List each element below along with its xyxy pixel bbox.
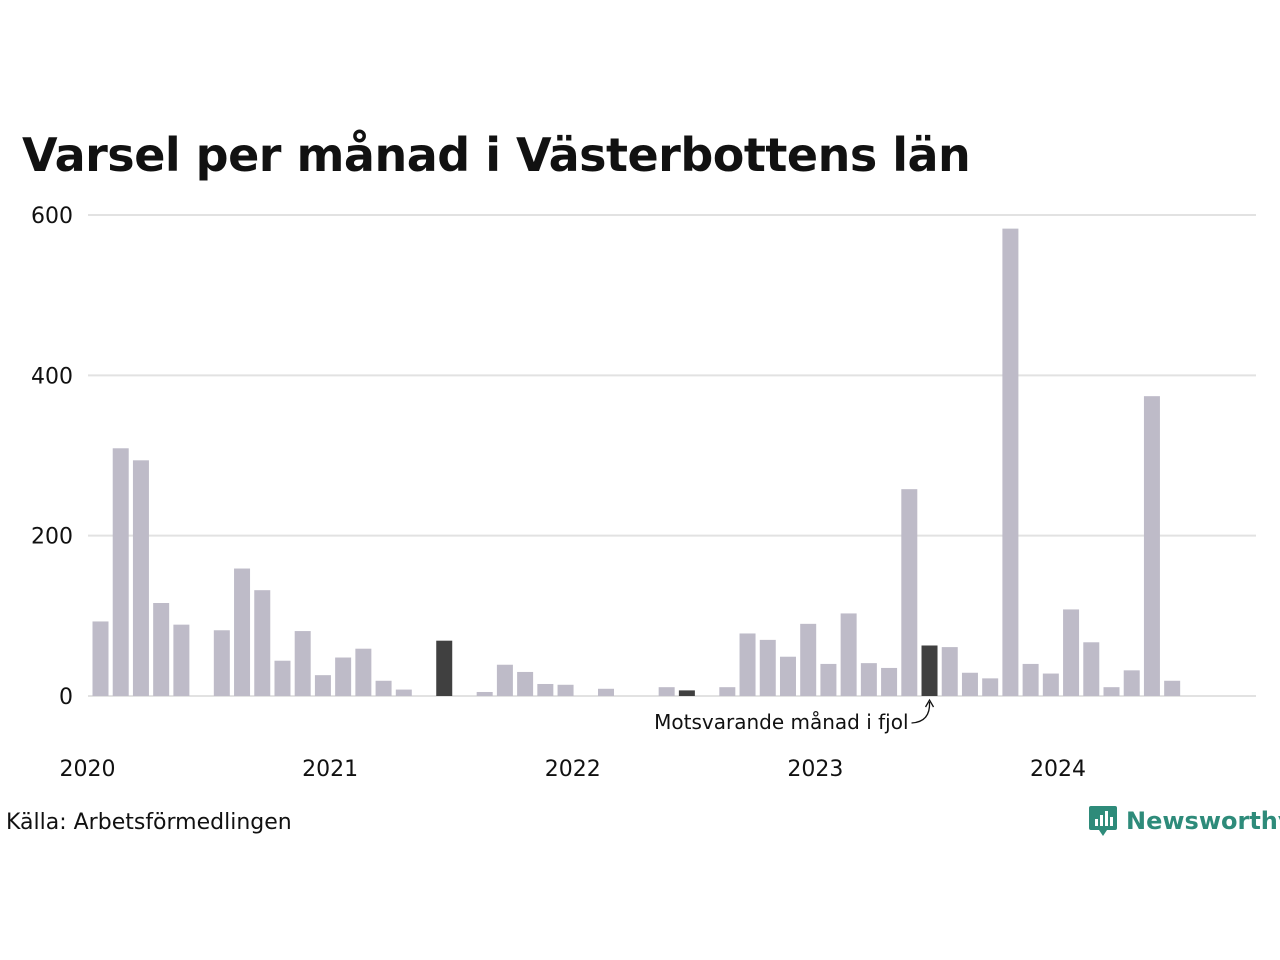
- chart-title: Varsel per månad i Västerbottens län: [22, 128, 971, 182]
- bar: [112, 448, 129, 696]
- bar: [1103, 687, 1120, 696]
- newsworthy-logo: Newsworthy: [1088, 804, 1280, 838]
- bar: [759, 639, 776, 696]
- bar: [1022, 663, 1039, 696]
- bar: [941, 647, 958, 696]
- x-tick-label: 2024: [1030, 757, 1086, 782]
- bar: [901, 489, 918, 696]
- y-tick-label: 600: [31, 204, 73, 229]
- newsworthy-logo-text: Newsworthy: [1126, 807, 1280, 835]
- bar: [820, 663, 837, 696]
- bar: [355, 648, 372, 696]
- bar: [395, 689, 412, 696]
- bar-previous-year: [436, 640, 453, 696]
- bar: [961, 672, 978, 696]
- bar: [153, 603, 170, 696]
- y-axis-ticks: 0 200 400 600: [31, 204, 73, 710]
- bar: [294, 631, 311, 696]
- bar: [375, 680, 392, 696]
- y-tick-label: 200: [31, 525, 73, 550]
- bar: [274, 660, 291, 696]
- bar: [860, 663, 877, 696]
- bar: [658, 687, 675, 696]
- bar-previous-year: [678, 690, 695, 696]
- bar-previous-year: [921, 645, 938, 696]
- bar: [1063, 609, 1080, 696]
- bar: [1083, 642, 1100, 696]
- bar: [476, 691, 493, 696]
- y-tick-label: 400: [31, 364, 73, 389]
- bar: [881, 667, 898, 696]
- annotation-arrowhead: [924, 698, 935, 708]
- bar: [739, 633, 756, 696]
- bar: [1164, 680, 1181, 696]
- bar: [314, 675, 331, 696]
- bar: [557, 684, 574, 696]
- bar: [840, 613, 857, 696]
- bar: [213, 630, 230, 696]
- bar: [779, 656, 796, 696]
- bar: [234, 568, 251, 696]
- bar: [1042, 673, 1059, 696]
- x-tick-label: 2022: [545, 757, 601, 782]
- y-tick-label: 0: [59, 685, 73, 710]
- bar: [719, 687, 736, 696]
- x-axis-ticks: 2020 2021 2022 2023 2024: [60, 757, 1087, 782]
- bar: [598, 688, 614, 696]
- x-tick-label: 2020: [60, 757, 116, 782]
- bar: [537, 683, 554, 696]
- x-tick-label: 2023: [787, 757, 843, 782]
- newsworthy-logo-icon: [1089, 806, 1117, 836]
- bar: [496, 664, 513, 696]
- bar: [1143, 396, 1160, 696]
- bar: [517, 671, 534, 696]
- bar: [1123, 670, 1140, 696]
- bar: [92, 621, 109, 696]
- bar: [254, 590, 271, 696]
- bar: [1002, 228, 1019, 696]
- previous-year-note: Motsvarande månad i fjol: [654, 710, 908, 734]
- bar: [982, 678, 999, 696]
- bars: [92, 228, 1181, 696]
- bar: [335, 657, 352, 696]
- bar: [132, 460, 149, 696]
- x-tick-label: 2021: [302, 757, 358, 782]
- annotations: Motsvarande månad i fjol: [654, 698, 935, 734]
- annotation-arrow: [911, 701, 931, 724]
- bar: [800, 623, 817, 696]
- bar: [173, 624, 190, 696]
- source-note: Källa: Arbetsförmedlingen: [6, 810, 292, 835]
